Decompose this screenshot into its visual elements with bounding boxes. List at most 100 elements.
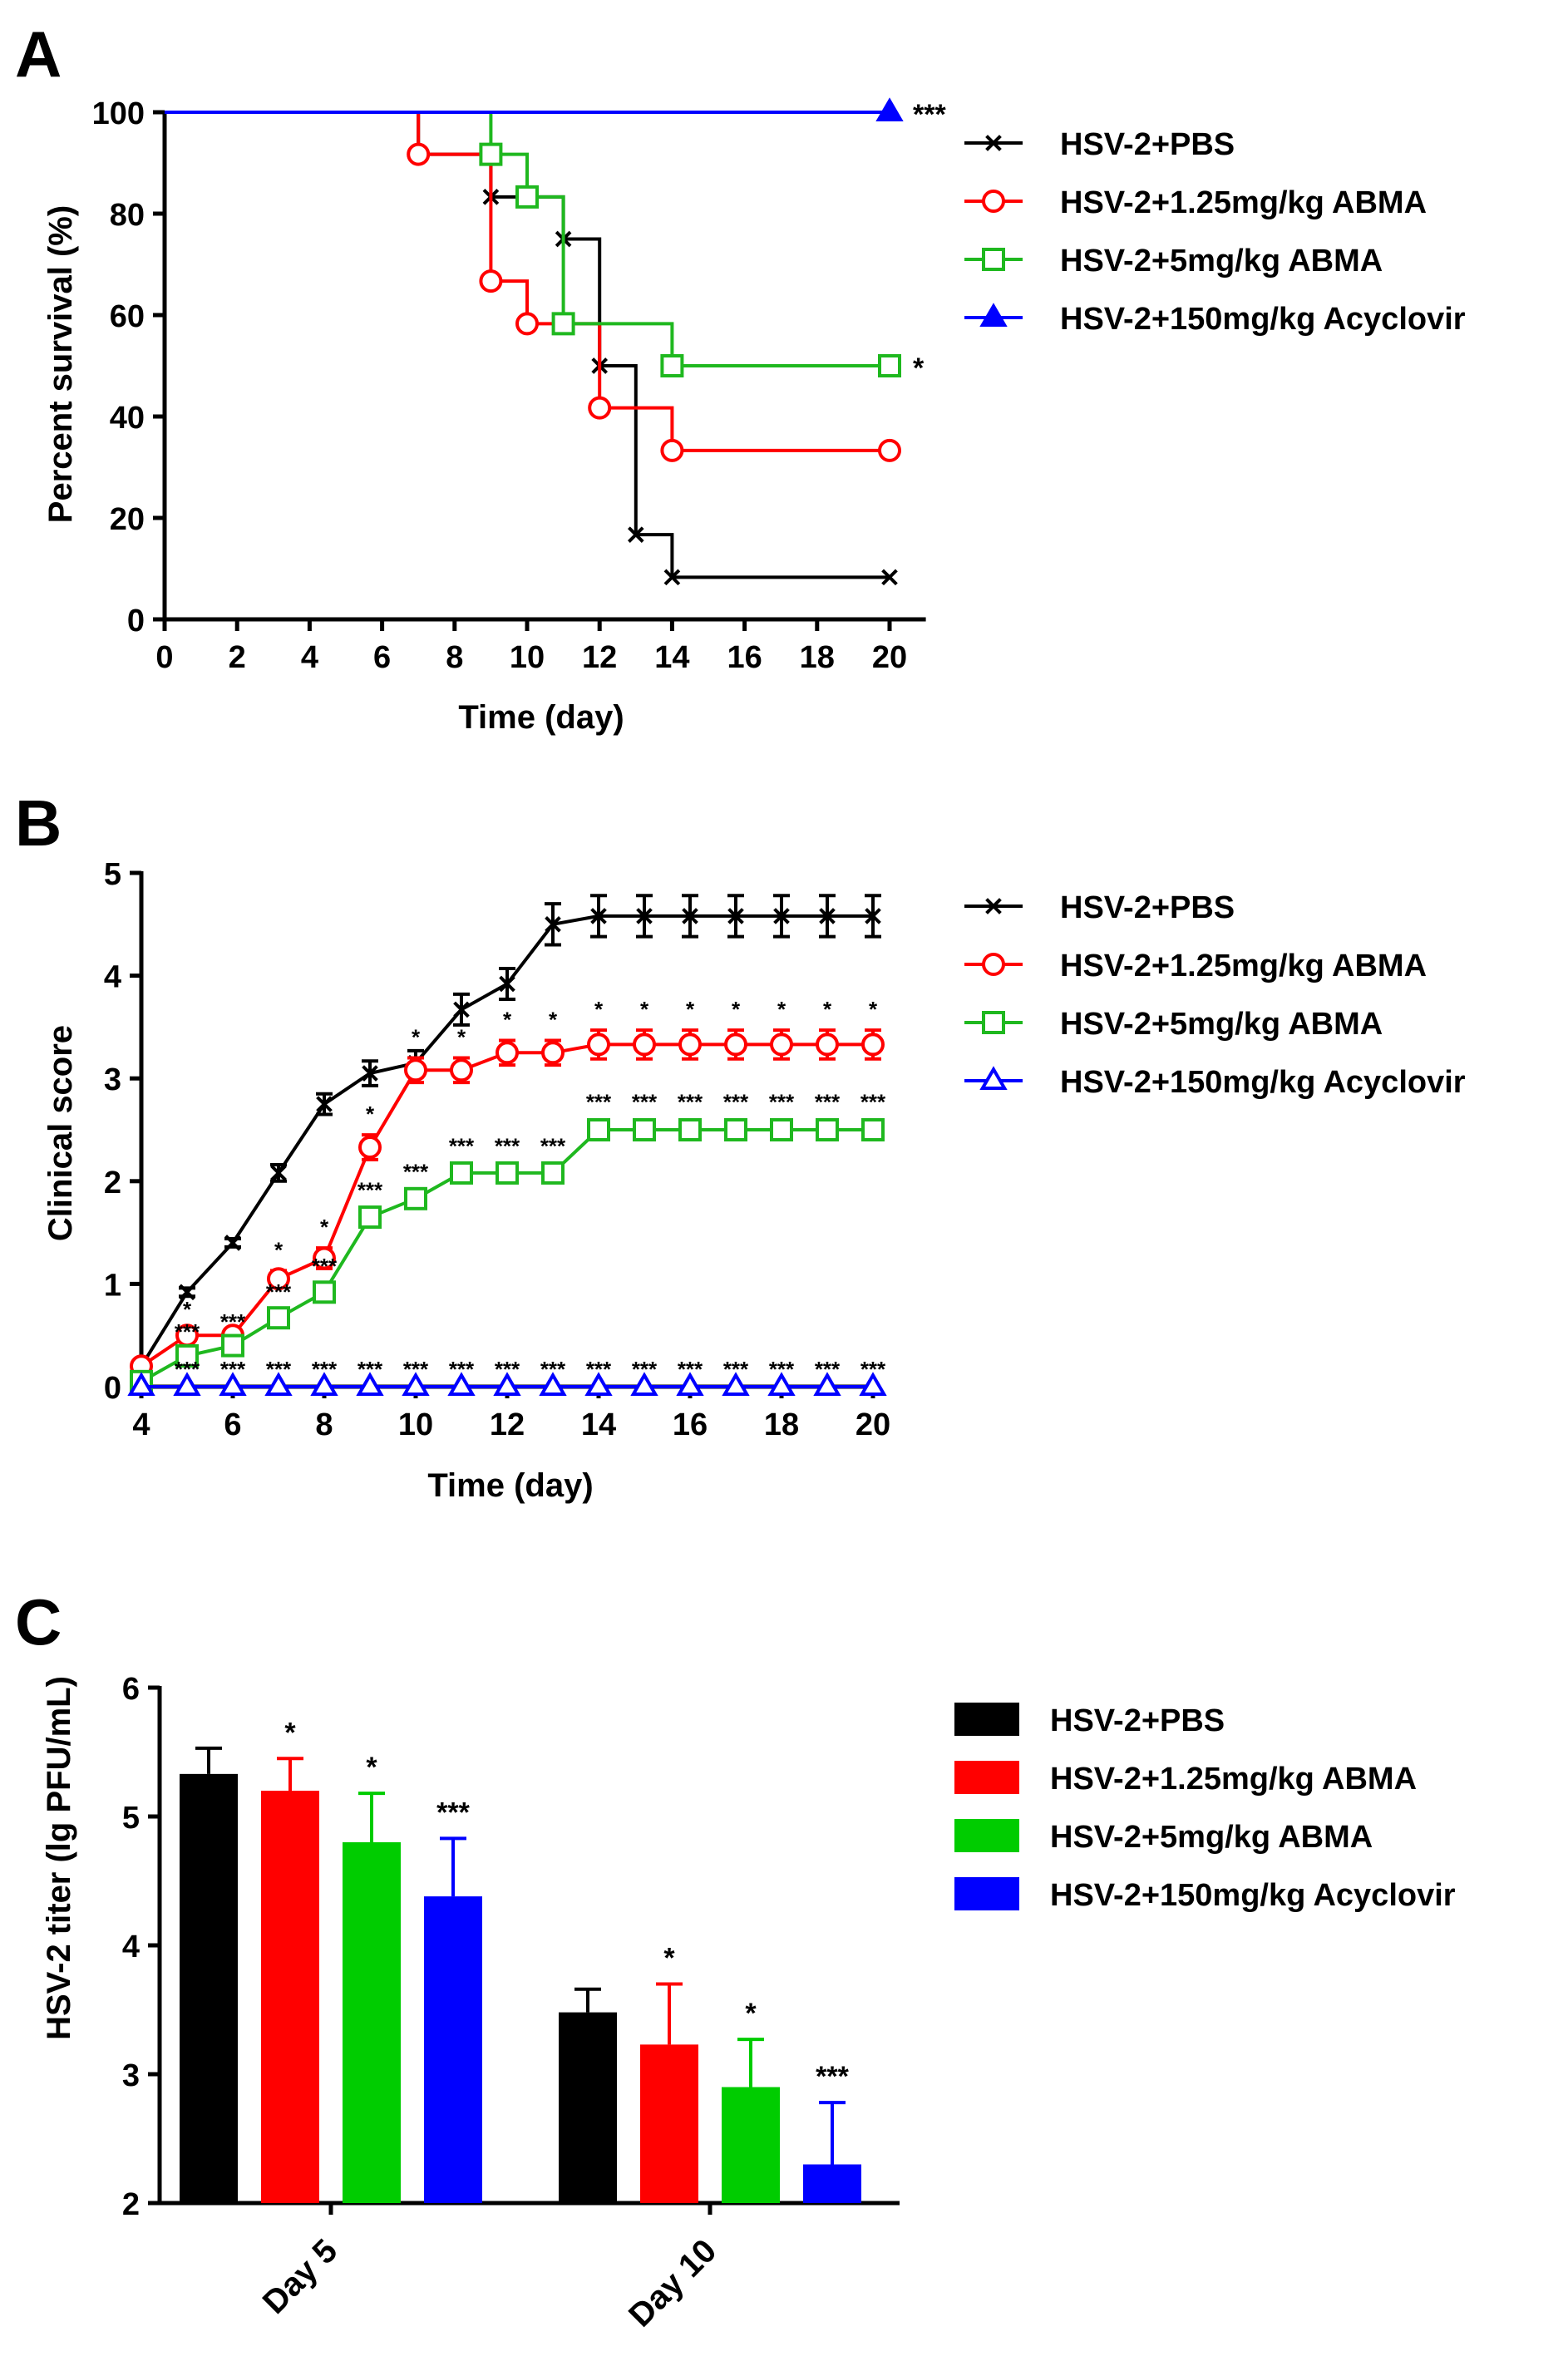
- panel-b-significance-3-16: ***: [860, 1357, 886, 1382]
- panel-label-c: C: [15, 1585, 62, 1659]
- panel-c-legend-label-1: HSV-2+1.25mg/kg ABMA: [1050, 1762, 1417, 1797]
- panel-b-point-0-12: [682, 908, 698, 924]
- panel-b-significance-1-6: *: [412, 1024, 421, 1049]
- panel-c-legend-label-3: HSV-2+150mg/kg Acyclovir: [1050, 1878, 1456, 1913]
- panel-b-point-1-5: [358, 1136, 382, 1160]
- panel-c-bars: **********: [180, 1717, 861, 2203]
- panel-b-point-0-9: [545, 915, 561, 933]
- panel-a-x-tick-label: 4: [301, 640, 318, 675]
- panel-a-y-tick-label: 0: [127, 604, 145, 638]
- panel-b-point-0-2-stroke2: [224, 1235, 241, 1251]
- panel-b-point-2-9: [541, 1161, 565, 1185]
- panel-b-significance-2-2: ***: [220, 1309, 246, 1334]
- panel-b-legend-label-2: HSV-2+5mg/kg ABMA: [1060, 1007, 1383, 1042]
- panel-b-significance-1-13: *: [732, 997, 741, 1022]
- panel-a-legend-marker-0: [985, 135, 1002, 151]
- panel-b-point-3-9: [539, 1372, 567, 1396]
- panel-a-x-tick-label: 20: [872, 640, 907, 675]
- panel-b-significance-1-12: *: [686, 997, 695, 1022]
- panel-c-y-tick-label: 3: [122, 2058, 140, 2093]
- panel-b-significance-2-1: ***: [175, 1319, 200, 1344]
- panel-a-x-tick-label: 2: [229, 640, 246, 675]
- panel-c-legend-label-0: HSV-2+PBS: [1050, 1703, 1225, 1738]
- panel-b-point-0-11-stroke2: [636, 908, 653, 924]
- panel-b-significance-3-11: ***: [632, 1357, 658, 1382]
- panel-c-legend-item-0: HSV-2+PBS: [954, 1703, 1225, 1738]
- panel-b-significance-3-13: ***: [723, 1357, 749, 1382]
- panel-b-x-tick-label: 4: [132, 1407, 150, 1442]
- panel-b-legend-item-1: HSV-2+1.25mg/kg ABMA: [964, 949, 1427, 983]
- panel-b-y-tick-label: 4: [104, 960, 121, 995]
- panel-a-x-tick-label: 8: [446, 640, 463, 675]
- panel-b-point-1-14: [770, 1033, 793, 1057]
- panel-c-significance-1-2: *: [745, 1998, 757, 2029]
- panel-a-point-1-5: [878, 438, 901, 462]
- panel-c-bar-0-2: [343, 1842, 401, 2203]
- panel-c-significance-0-2: *: [366, 1752, 377, 1783]
- panel-c-legend-swatch-3: [954, 1877, 1019, 1910]
- panel-b-point-0-11: [636, 908, 653, 924]
- panel-b-point-0-10-stroke2: [590, 908, 607, 924]
- panel-c-y-tick-label: 4: [122, 1930, 140, 1964]
- panel-c-category-label-1: Day 10: [622, 2232, 723, 2334]
- panel-b-significance-2-10: ***: [586, 1089, 612, 1114]
- panel-c-bar-1-1: [640, 2044, 698, 2203]
- panel-a-y-tick-label: 80: [110, 198, 145, 233]
- panel-c-legend-item-2: HSV-2+5mg/kg ABMA: [954, 1819, 1373, 1855]
- panel-c-bar-0-1: [261, 1791, 319, 2203]
- panel-b-y-tick-label: 3: [104, 1062, 121, 1097]
- panel-b-x-tick-label: 18: [764, 1407, 799, 1442]
- panel-b-point-2-1: [175, 1343, 199, 1368]
- panel-a-legend-item-2: HSV-2+5mg/kg ABMA: [964, 244, 1383, 278]
- panel-b-point-3-2: [219, 1372, 247, 1396]
- panel-b-point-2-3: [267, 1306, 290, 1330]
- panel-a-line-2: [165, 111, 890, 367]
- panel-a-y-tick-label: 20: [110, 502, 145, 537]
- panel-b-legend-item-2: HSV-2+5mg/kg ABMA: [964, 1007, 1383, 1042]
- panel-b-point-0-14-stroke2: [773, 908, 790, 924]
- panel-b-point-0-12-stroke2: [682, 908, 698, 924]
- panel-c-category-label-0: Day 5: [256, 2232, 345, 2321]
- panel-b-point-0-9-stroke2: [545, 915, 561, 933]
- panel-b-point-2-15: [816, 1118, 839, 1141]
- panel-b-legend: HSV-2+PBS HSV-2+1.25mg/kg ABMA HSV-2+5mg/k…: [964, 890, 1466, 1100]
- panel-b-legend-marker-3: [979, 1066, 1008, 1090]
- panel-a-y-tick-label: 60: [110, 299, 145, 334]
- panel-a-y-tick-label: 40: [110, 401, 145, 436]
- panel-b-point-1-4: [313, 1246, 336, 1270]
- panel-a-legend-label-0: HSV-2+PBS: [1060, 127, 1235, 162]
- panel-b-point-2-5: [358, 1205, 382, 1230]
- panel-b-point-1-12: [678, 1033, 702, 1057]
- panel-c-bar-0-3: [424, 1896, 482, 2203]
- panel-c-significance-0-1: *: [284, 1717, 296, 1748]
- panel-b-significance-1-9: *: [549, 1007, 558, 1032]
- panel-c-y-tick-label: 2: [122, 2187, 140, 2222]
- panel-c-y-axis-label: HSV-2 titer (lg PFU/mL): [41, 1676, 77, 2040]
- panel-b-legend-marker-0-stroke2: [985, 898, 1002, 914]
- panel-b-significance-1-7: *: [457, 1024, 466, 1049]
- panel-b-significance-3-8: ***: [495, 1357, 520, 1382]
- panel-b-point-0-2: [224, 1235, 241, 1251]
- panel-b-point-0-1: [179, 1284, 195, 1301]
- panel-a-point-2-4: [878, 354, 901, 377]
- panel-b-significance-2-14: ***: [769, 1089, 795, 1114]
- panel-a-legend-marker-0-stroke2: [985, 135, 1002, 151]
- panel-b-point-0-8-stroke2: [499, 975, 515, 993]
- panel-c-legend-label-2: HSV-2+5mg/kg ABMA: [1050, 1820, 1373, 1855]
- panel-c-significance-0-3: ***: [436, 1797, 470, 1828]
- panel-a-point-2-2: [551, 312, 575, 336]
- panel-b-significance-1-11: *: [640, 997, 649, 1022]
- panel-b-significance-2-6: ***: [403, 1159, 429, 1184]
- panel-b-point-3-4: [310, 1372, 338, 1396]
- panel-b-significance-2-15: ***: [815, 1089, 841, 1114]
- panel-b-point-2-14: [770, 1118, 793, 1141]
- panel-b-legend-marker-1: [982, 953, 1005, 976]
- panel-a-axes: 0 2 4 6 8 10 12 14 16 18 20 0 20 40 60 80 100: [92, 96, 926, 675]
- panel-b-point-3-0: [127, 1372, 155, 1396]
- panel-a-legend-label-1: HSV-2+1.25mg/kg ABMA: [1060, 185, 1427, 220]
- panel-b-legend-marker-2: [982, 1011, 1005, 1034]
- panel-b-significance-3-9: ***: [540, 1357, 566, 1382]
- panel-b-point-1-7: [450, 1058, 473, 1082]
- panel-b-significance-1-15: *: [823, 997, 832, 1022]
- panel-a-significance-2: *: [913, 352, 925, 384]
